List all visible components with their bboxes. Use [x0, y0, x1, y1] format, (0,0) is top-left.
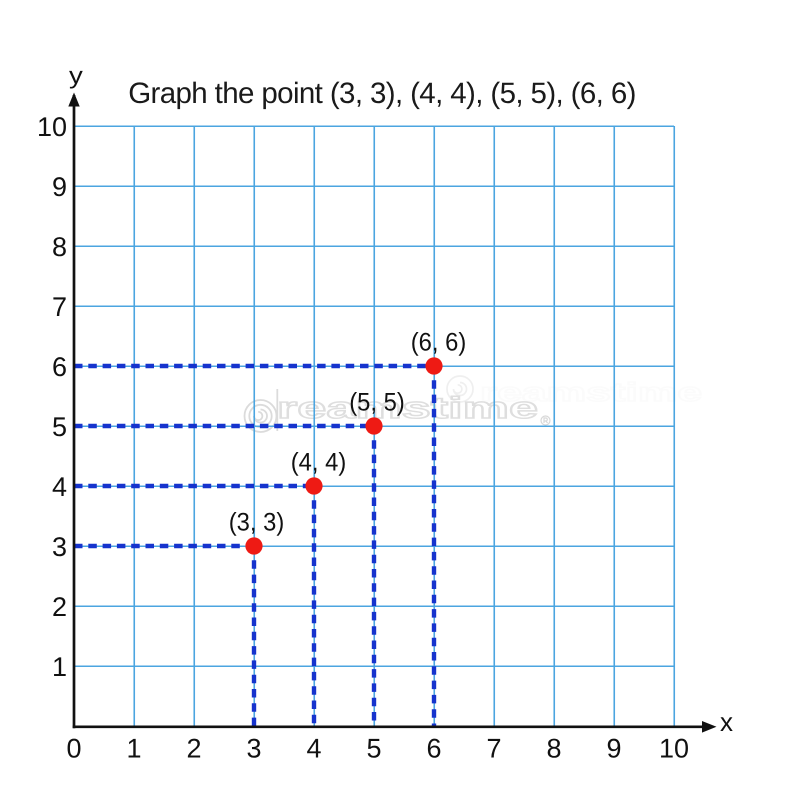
svg-text:(3, 3): (3, 3) [229, 509, 285, 537]
svg-text:7: 7 [52, 292, 67, 322]
svg-text:9: 9 [52, 172, 67, 202]
svg-text:7: 7 [486, 733, 501, 763]
svg-text:6: 6 [426, 733, 441, 763]
svg-text:(5, 5): (5, 5) [349, 389, 405, 417]
svg-text:4: 4 [52, 472, 67, 502]
svg-text:3: 3 [52, 532, 67, 562]
svg-text:x: x [720, 707, 733, 737]
svg-text:2: 2 [186, 733, 201, 763]
svg-text:0: 0 [66, 733, 81, 763]
svg-text:10: 10 [659, 733, 689, 763]
svg-text:2: 2 [52, 592, 67, 622]
svg-text:8: 8 [546, 733, 561, 763]
svg-text:6: 6 [52, 352, 67, 382]
svg-text:reamstime: reamstime [277, 392, 538, 425]
svg-text:y: y [69, 63, 83, 90]
svg-text:3: 3 [246, 733, 261, 763]
svg-text:1: 1 [52, 652, 67, 682]
svg-text:1: 1 [126, 733, 141, 763]
svg-text:Graph the point (3, 3), (4, 4): Graph the point (3, 3), (4, 4), (5, 5), … [128, 77, 636, 110]
svg-text:9: 9 [606, 733, 621, 763]
svg-text:8: 8 [52, 232, 67, 262]
svg-text:5: 5 [52, 412, 67, 442]
svg-text:4: 4 [306, 733, 321, 763]
svg-text:(6, 6): (6, 6) [411, 329, 467, 357]
svg-text:(4, 4): (4, 4) [291, 449, 347, 477]
svg-text:10: 10 [37, 112, 67, 142]
svg-text:5: 5 [366, 733, 381, 763]
